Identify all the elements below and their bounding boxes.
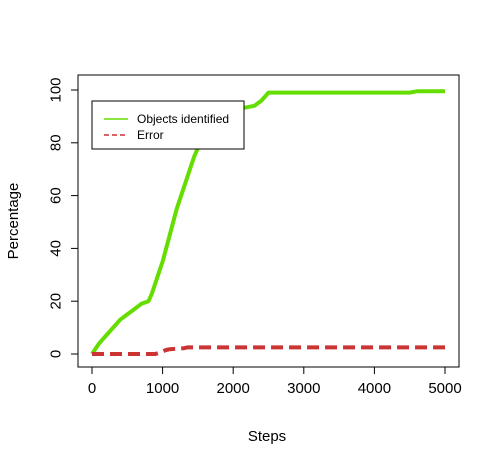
y-tick-label: 0 [48, 350, 65, 358]
x-axis-title: Steps [248, 428, 286, 445]
x-tick-label: 3000 [287, 380, 320, 397]
y-tick-label: 80 [48, 134, 65, 151]
legend: Objects identified Error [91, 100, 245, 150]
x-tick-label: 4000 [358, 380, 391, 397]
x-tick-label: 1000 [146, 380, 179, 397]
y-axis-title: Percentage [5, 183, 22, 260]
x-tick-label: 0 [88, 380, 96, 397]
y-tick-label: 100 [48, 77, 65, 102]
y-tick-label: 40 [48, 240, 65, 257]
series-line-error [92, 345, 445, 356]
x-tick-label: 5000 [428, 380, 461, 397]
x-axis: 0 1000 2000 3000 4000 5000 [88, 366, 462, 397]
y-tick-label: 20 [48, 293, 65, 310]
legend-label-objects-identified: Objects identified [137, 112, 229, 126]
x-tick-label: 2000 [217, 380, 250, 397]
legend-box [91, 100, 245, 150]
y-tick-label: 60 [48, 187, 65, 204]
y-axis: 0 20 40 60 80 100 [48, 77, 79, 358]
legend-label-error: Error [137, 128, 164, 142]
